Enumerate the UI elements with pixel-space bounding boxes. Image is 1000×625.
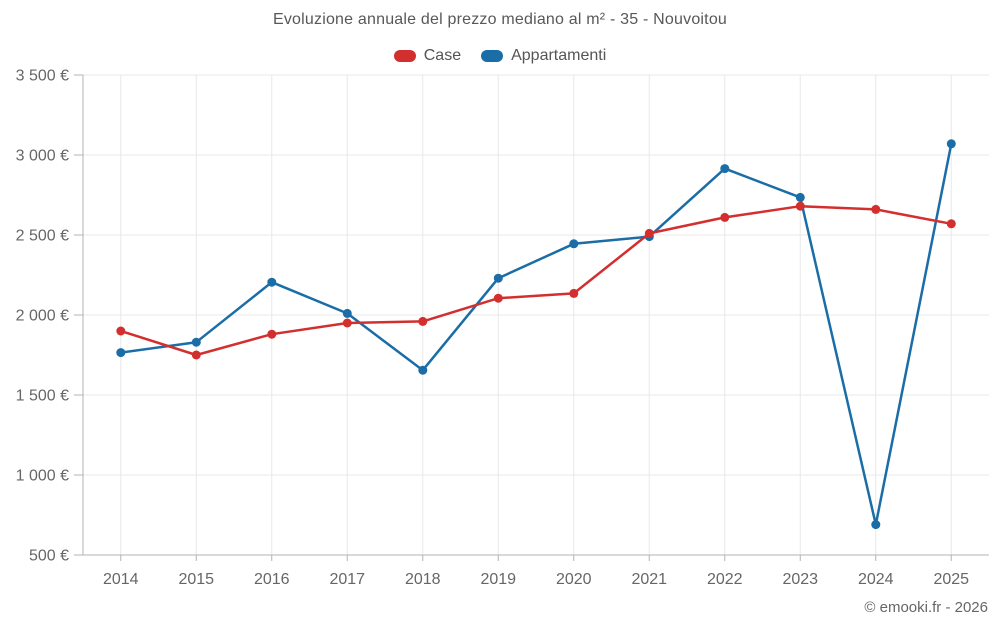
legend-item-case[interactable]: Case bbox=[393, 47, 462, 65]
data-point-case-2022[interactable] bbox=[720, 212, 730, 222]
x-axis-label: 2021 bbox=[631, 571, 667, 588]
data-point-case-2015[interactable] bbox=[191, 350, 201, 360]
data-point-appartamenti-2017[interactable] bbox=[342, 308, 352, 318]
data-point-case-2016[interactable] bbox=[267, 329, 277, 339]
chart-legend: Case Appartamenti bbox=[0, 46, 1000, 66]
data-point-appartamenti-2023[interactable] bbox=[795, 192, 805, 202]
data-point-appartamenti-2025[interactable] bbox=[946, 139, 956, 149]
x-axis-label: 2025 bbox=[933, 571, 969, 588]
x-axis-label: 2019 bbox=[480, 571, 516, 588]
data-point-appartamenti-2016[interactable] bbox=[267, 277, 277, 287]
data-point-case-2019[interactable] bbox=[493, 293, 503, 303]
x-axis-label: 2024 bbox=[858, 571, 894, 588]
copyright-text: © emooki.fr - 2026 bbox=[864, 599, 988, 616]
data-point-case-2025[interactable] bbox=[946, 219, 956, 229]
legend-swatch-case bbox=[393, 50, 416, 62]
x-axis-label: 2017 bbox=[329, 571, 365, 588]
chart-title: Evoluzione annuale del prezzo mediano al… bbox=[272, 11, 728, 28]
y-axis-label: 500 € bbox=[29, 548, 69, 565]
series-line-case bbox=[119, 204, 953, 357]
y-axis-label: 1 000 € bbox=[16, 468, 69, 485]
y-axis-label: 2 500 € bbox=[16, 228, 69, 245]
data-point-case-2024[interactable] bbox=[871, 204, 881, 214]
x-axis-label: 2020 bbox=[556, 571, 592, 588]
series-case bbox=[116, 201, 956, 360]
y-axis-label: 3 000 € bbox=[16, 148, 69, 165]
legend-swatch-appartamenti bbox=[481, 50, 504, 62]
data-point-case-2020[interactable] bbox=[569, 288, 579, 298]
data-point-appartamenti-2022[interactable] bbox=[720, 164, 730, 174]
x-axis-label: 2015 bbox=[178, 571, 214, 588]
data-point-case-2014[interactable] bbox=[116, 326, 126, 336]
x-axis-label: 2018 bbox=[405, 571, 441, 588]
y-axis-label: 3 500 € bbox=[16, 68, 69, 85]
x-axis-label: 2023 bbox=[782, 571, 818, 588]
series-line-appartamenti bbox=[119, 142, 953, 526]
data-point-case-2021[interactable] bbox=[644, 228, 654, 238]
data-point-appartamenti-2020[interactable] bbox=[569, 239, 579, 249]
data-point-case-2017[interactable] bbox=[342, 318, 352, 328]
data-point-appartamenti-2019[interactable] bbox=[493, 273, 503, 283]
x-axis-label: 2022 bbox=[707, 571, 743, 588]
y-axis-label: 2 000 € bbox=[16, 308, 69, 325]
x-axis-label: 2016 bbox=[254, 571, 290, 588]
data-point-appartamenti-2018[interactable] bbox=[418, 365, 428, 375]
y-axis-label: 1 500 € bbox=[16, 388, 69, 405]
data-point-appartamenti-2014[interactable] bbox=[116, 348, 126, 358]
data-point-appartamenti-2015[interactable] bbox=[191, 337, 201, 347]
series-appartamenti bbox=[116, 139, 956, 530]
x-axis-label: 2014 bbox=[103, 571, 139, 588]
legend-item-appartamenti[interactable]: Appartamenti bbox=[481, 47, 606, 65]
data-point-case-2018[interactable] bbox=[418, 316, 428, 326]
legend-label: Case bbox=[423, 47, 462, 64]
legend-label: Appartamenti bbox=[511, 47, 607, 64]
data-point-case-2023[interactable] bbox=[795, 201, 805, 211]
data-point-appartamenti-2024[interactable] bbox=[871, 520, 881, 530]
